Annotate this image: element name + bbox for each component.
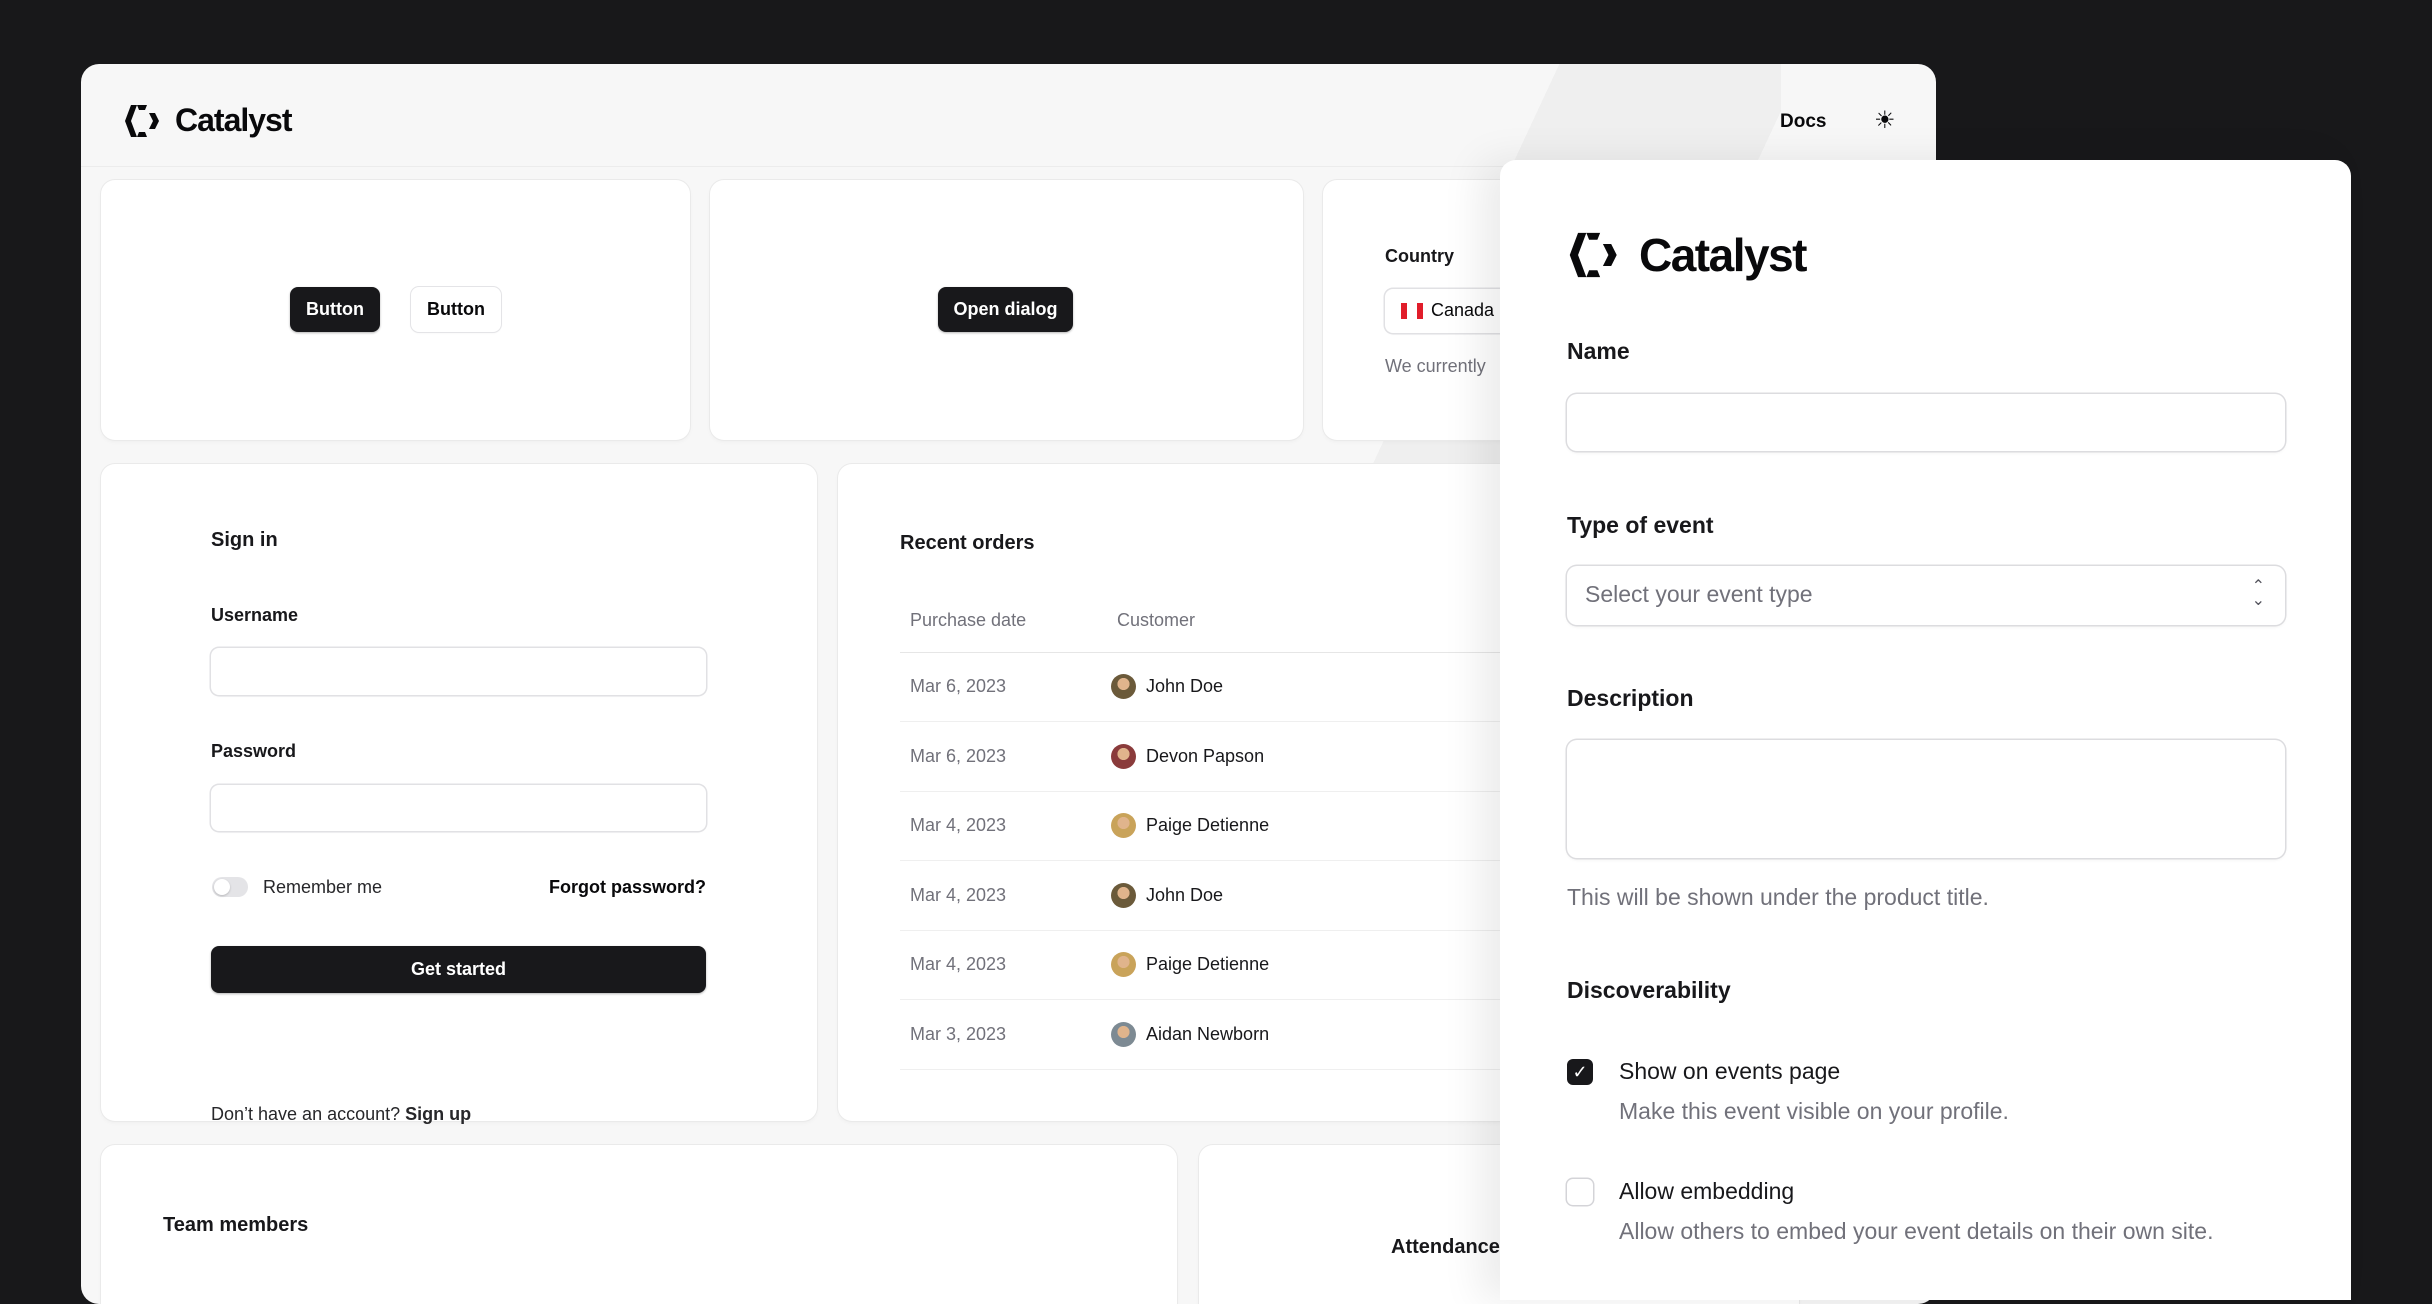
table-row[interactable]: Mar 6, 2023 Devon Papson xyxy=(900,722,1538,792)
type-label: Type of event xyxy=(1567,512,1714,538)
name-input[interactable] xyxy=(1567,394,2285,451)
show-on-events-label: Show on events page xyxy=(1619,1058,1841,1084)
sign-in-card: Sign in Username Password Remember me Fo… xyxy=(101,464,817,1124)
dialog-card: Open dialog xyxy=(710,180,1303,440)
avatar xyxy=(1111,882,1136,908)
forgot-password-link[interactable]: Forgot password? xyxy=(549,877,706,897)
docs-link[interactable]: Docs xyxy=(1780,111,1827,132)
buttons-card: Button Button xyxy=(101,180,690,440)
customer-name: Paige Detienne xyxy=(1146,954,1270,974)
event-form-panel: Catalyst Name Type of event Select your … xyxy=(1500,160,2351,1300)
attendance-title: Attendance xyxy=(1391,1236,1500,1258)
catalyst-logo-icon xyxy=(1569,232,1617,278)
password-input[interactable] xyxy=(211,785,706,831)
description-textarea[interactable] xyxy=(1567,740,2285,858)
purchase-date: Mar 4, 2023 xyxy=(910,884,1007,905)
event-type-placeholder: Select your event type xyxy=(1585,581,1813,607)
customer-name: John Doe xyxy=(1146,676,1224,696)
allow-embedding-desc: Allow others to embed your event details… xyxy=(1619,1218,2214,1244)
orders-title: Recent orders xyxy=(900,532,1035,554)
team-members-card: Team members xyxy=(101,1145,1177,1304)
avatar xyxy=(1111,674,1136,699)
password-label: Password xyxy=(211,741,297,761)
purchase-date: Mar 6, 2023 xyxy=(910,676,1007,696)
description-help: This will be shown under the product tit… xyxy=(1567,884,1989,910)
customer-name: Aidan Newborn xyxy=(1146,1023,1270,1044)
allow-embedding-label: Allow embedding xyxy=(1619,1178,1795,1204)
description-label: Description xyxy=(1567,685,1694,711)
purchase-date: Mar 3, 2023 xyxy=(910,1023,1007,1044)
avatar xyxy=(1111,1021,1136,1047)
avatar xyxy=(1111,813,1136,838)
canada-flag-icon xyxy=(1401,303,1423,319)
orders-table: Purchase date Customer Mar 6, 2023 John … xyxy=(900,588,1538,1121)
remember-me-toggle[interactable] xyxy=(212,877,248,897)
country-value: Canada xyxy=(1431,300,1495,320)
form-brand-logo: Catalyst xyxy=(1567,228,1807,282)
allow-embedding-checkbox[interactable] xyxy=(1567,1179,1593,1205)
customer-name: Devon Papson xyxy=(1146,745,1265,766)
chevron-up-down-icon: ⌃ ⌄ xyxy=(2251,578,2265,609)
secondary-button[interactable]: Button xyxy=(411,287,501,332)
show-on-events-checkbox[interactable]: ✓ xyxy=(1567,1059,1593,1085)
customer-name: Paige Detienne xyxy=(1146,815,1270,835)
username-label: Username xyxy=(211,605,299,625)
sign-in-title: Sign in xyxy=(211,529,278,551)
column-customer: Customer xyxy=(1117,610,1196,630)
brand-logo[interactable]: Catalyst xyxy=(123,102,292,139)
event-type-select[interactable]: Select your event type ⌃ ⌄ xyxy=(1567,566,2285,625)
primary-button[interactable]: Button xyxy=(290,287,380,332)
purchase-date: Mar 6, 2023 xyxy=(910,745,1007,766)
team-members-title: Team members xyxy=(163,1214,309,1236)
discoverability-heading: Discoverability xyxy=(1567,977,1731,1003)
table-row[interactable]: Mar 4, 2023 Paige Detienne xyxy=(900,930,1538,1000)
show-on-events-desc: Make this event visible on your profile. xyxy=(1619,1098,2009,1124)
table-row[interactable]: Mar 6, 2023 John Doe xyxy=(900,652,1538,722)
recent-orders-card: Recent orders Purchase date Customer Mar… xyxy=(838,464,1538,1121)
open-dialog-button[interactable]: Open dialog xyxy=(938,287,1073,332)
avatar xyxy=(1111,743,1136,769)
brand-name: Catalyst xyxy=(175,102,292,138)
column-purchase-date: Purchase date xyxy=(910,610,1027,630)
table-row[interactable]: Mar 4, 2023 John Doe xyxy=(900,861,1538,931)
catalyst-logo-icon xyxy=(125,104,159,137)
avatar xyxy=(1111,952,1136,977)
remember-me-label: Remember me xyxy=(263,877,383,897)
header-divider xyxy=(81,166,1936,167)
country-label: Country xyxy=(1385,246,1454,266)
username-input[interactable] xyxy=(211,648,706,695)
sun-icon[interactable]: ☀ xyxy=(1874,107,1896,134)
sign-up-link[interactable]: Sign up xyxy=(405,1104,472,1124)
no-account-text: Don’t have an account? xyxy=(211,1104,401,1124)
form-brand-name: Catalyst xyxy=(1639,229,1807,281)
country-help: We currently xyxy=(1385,356,1486,376)
name-label: Name xyxy=(1567,338,1630,364)
purchase-date: Mar 4, 2023 xyxy=(910,815,1007,835)
sign-up-prompt: Don’t have an account? Sign up xyxy=(211,1104,471,1125)
table-row[interactable]: Mar 4, 2023 Paige Detienne xyxy=(900,791,1538,861)
purchase-date: Mar 4, 2023 xyxy=(910,954,1007,974)
get-started-button[interactable]: Get started xyxy=(211,946,706,993)
table-row[interactable]: Mar 3, 2023 Aidan Newborn xyxy=(900,1000,1538,1070)
customer-name: John Doe xyxy=(1146,884,1224,905)
